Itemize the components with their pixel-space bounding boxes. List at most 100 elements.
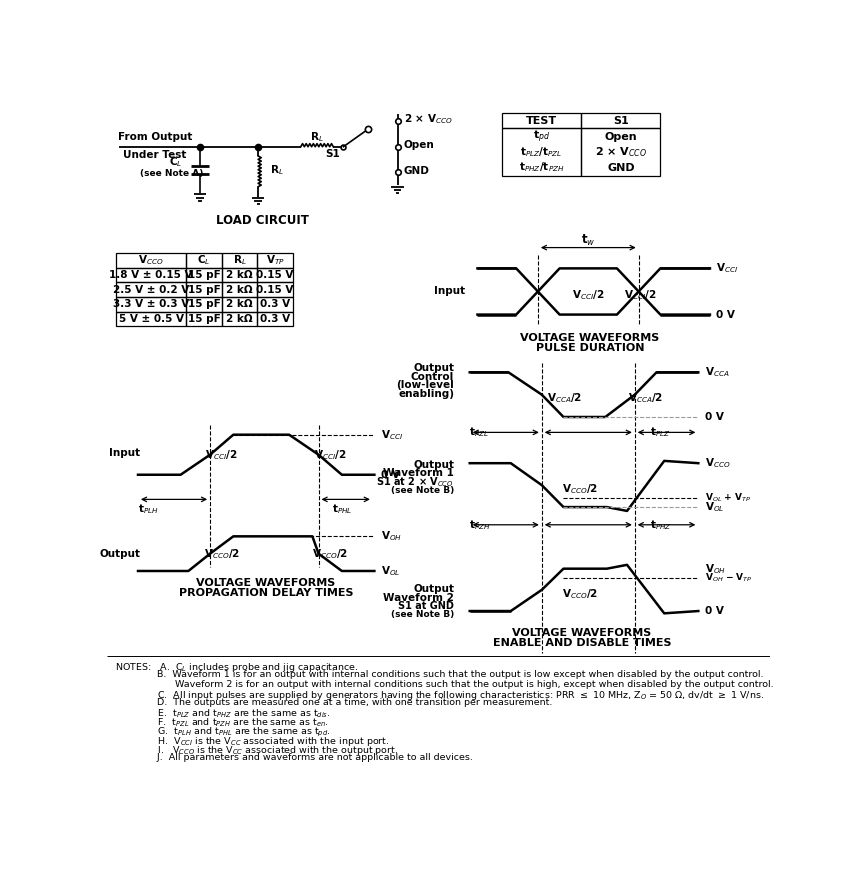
Bar bbox=[186, 311, 222, 326]
Text: F.  t$_{PZL}$ and t$_{PZH}$ are the same as t$_{en}$.: F. t$_{PZL}$ and t$_{PZH}$ are the same … bbox=[115, 717, 329, 729]
Text: R$_L$: R$_L$ bbox=[233, 253, 247, 268]
Text: V$_{CCI}$/2: V$_{CCI}$/2 bbox=[314, 448, 347, 461]
Text: t$_{PZL}$: t$_{PZL}$ bbox=[469, 426, 489, 439]
Text: LOAD CIRCUIT: LOAD CIRCUIT bbox=[216, 214, 308, 228]
Text: (see Note B): (see Note B) bbox=[391, 611, 455, 620]
Bar bbox=[186, 253, 222, 268]
Bar bbox=[116, 253, 186, 268]
Bar bbox=[502, 128, 581, 176]
Text: 0.15 V: 0.15 V bbox=[257, 270, 294, 280]
Text: 2 × V$_{CCO}$: 2 × V$_{CCO}$ bbox=[404, 112, 453, 126]
Text: V$_{CCI}$/2: V$_{CCI}$/2 bbox=[205, 448, 238, 461]
Text: V$_{CCA}$: V$_{CCA}$ bbox=[704, 365, 729, 380]
Text: 15 pF: 15 pF bbox=[187, 314, 220, 324]
Text: V$_{OH}$: V$_{OH}$ bbox=[381, 530, 401, 543]
Text: t$_{PLZ}$/t$_{PZL}$: t$_{PLZ}$/t$_{PZL}$ bbox=[520, 145, 563, 159]
Bar bbox=[502, 113, 581, 128]
Text: 2.5 V ± 0.2 V: 2.5 V ± 0.2 V bbox=[113, 284, 189, 294]
Text: 15 pF: 15 pF bbox=[187, 270, 220, 280]
Text: t$_{PLZ}$: t$_{PLZ}$ bbox=[651, 426, 671, 439]
Text: t$_{PHL}$: t$_{PHL}$ bbox=[332, 501, 353, 516]
Text: V$_{OH}$: V$_{OH}$ bbox=[704, 562, 726, 575]
Text: C$_L$: C$_L$ bbox=[197, 253, 211, 268]
Text: t$_{PLH}$: t$_{PLH}$ bbox=[138, 501, 158, 516]
Text: 0 V: 0 V bbox=[381, 469, 400, 480]
Text: V$_{CCO}$: V$_{CCO}$ bbox=[139, 253, 164, 268]
Bar bbox=[222, 282, 258, 297]
Text: B.  Waveform 1 is for an output with internal conditions such that the output is: B. Waveform 1 is for an output with inte… bbox=[115, 670, 764, 679]
Bar bbox=[116, 311, 186, 326]
Bar bbox=[222, 253, 258, 268]
Text: V$_{CCO}$/2: V$_{CCO}$/2 bbox=[204, 547, 240, 561]
Bar bbox=[258, 311, 293, 326]
Text: V$_{CCI}$: V$_{CCI}$ bbox=[716, 261, 739, 276]
Bar bbox=[116, 297, 186, 311]
Text: V$_{OL}$ + V$_{TP}$: V$_{OL}$ + V$_{TP}$ bbox=[704, 492, 751, 504]
Text: E.  t$_{PLZ}$ and t$_{PHZ}$ are the same as t$_{dis}$.: E. t$_{PLZ}$ and t$_{PHZ}$ are the same … bbox=[115, 708, 330, 720]
Text: V$_{CCI}$/2: V$_{CCI}$/2 bbox=[624, 288, 657, 302]
Text: (see Note A): (see Note A) bbox=[140, 169, 203, 178]
Text: 2 × V$_{CCO}$: 2 × V$_{CCO}$ bbox=[595, 145, 647, 159]
Bar bbox=[186, 268, 222, 282]
Text: VOLTAGE WAVEFORMS: VOLTAGE WAVEFORMS bbox=[520, 332, 659, 342]
Text: V$_{OL}$: V$_{OL}$ bbox=[704, 501, 724, 514]
Text: Input: Input bbox=[110, 448, 140, 458]
Text: 0.3 V: 0.3 V bbox=[260, 300, 290, 309]
Text: 2 kΩ: 2 kΩ bbox=[226, 300, 253, 309]
Text: V$_{CCO}$/2: V$_{CCO}$/2 bbox=[312, 547, 348, 561]
Text: V$_{CCI}$: V$_{CCI}$ bbox=[381, 428, 403, 442]
Text: S1: S1 bbox=[325, 149, 341, 159]
Text: S1 at GND: S1 at GND bbox=[398, 602, 455, 612]
Text: Output: Output bbox=[413, 584, 455, 595]
Bar bbox=[222, 297, 258, 311]
Text: PULSE DURATION: PULSE DURATION bbox=[536, 342, 644, 353]
Text: 2 kΩ: 2 kΩ bbox=[226, 270, 253, 280]
Text: VOLTAGE WAVEFORMS: VOLTAGE WAVEFORMS bbox=[196, 578, 336, 588]
Bar bbox=[581, 113, 660, 128]
Text: 0.3 V: 0.3 V bbox=[260, 314, 290, 324]
Bar bbox=[186, 282, 222, 297]
Text: PROPAGATION DELAY TIMES: PROPAGATION DELAY TIMES bbox=[179, 588, 354, 597]
Bar bbox=[186, 297, 222, 311]
Text: (low-level: (low-level bbox=[396, 380, 455, 390]
Text: D.  The outputs are measured one at a time, with one transition per measurement.: D. The outputs are measured one at a tim… bbox=[115, 698, 552, 707]
Bar bbox=[258, 253, 293, 268]
Text: t$_{pd}$: t$_{pd}$ bbox=[533, 129, 550, 145]
Text: t$_{PZH}$: t$_{PZH}$ bbox=[469, 518, 490, 532]
Text: Output: Output bbox=[99, 549, 140, 558]
Text: S1 at 2 × V$_{CCO}$: S1 at 2 × V$_{CCO}$ bbox=[377, 475, 455, 489]
Text: Open: Open bbox=[604, 132, 637, 141]
Text: C.  All input pulses are supplied by generators having the following characteris: C. All input pulses are supplied by gene… bbox=[115, 689, 764, 701]
Text: 0.15 V: 0.15 V bbox=[257, 284, 294, 294]
Text: V$_{OL}$: V$_{OL}$ bbox=[381, 565, 400, 578]
Text: Under Test: Under Test bbox=[123, 150, 187, 160]
Text: t$_{PHZ}$/t$_{PZH}$: t$_{PHZ}$/t$_{PZH}$ bbox=[519, 161, 565, 174]
Text: NOTES:   A.  C$_L$ includes probe and jig capacitance.: NOTES: A. C$_L$ includes probe and jig c… bbox=[115, 661, 359, 674]
Text: 5 V ± 0.5 V: 5 V ± 0.5 V bbox=[119, 314, 184, 324]
Bar bbox=[222, 311, 258, 326]
Text: 0 V: 0 V bbox=[704, 606, 723, 616]
Text: 3.3 V ± 0.3 V: 3.3 V ± 0.3 V bbox=[113, 300, 189, 309]
Bar bbox=[116, 282, 186, 297]
Text: 0 V: 0 V bbox=[704, 412, 723, 422]
Text: 2 kΩ: 2 kΩ bbox=[226, 314, 253, 324]
Text: R$_L$: R$_L$ bbox=[310, 131, 324, 144]
Text: VOLTAGE WAVEFORMS: VOLTAGE WAVEFORMS bbox=[513, 628, 651, 637]
Text: Waveform 2 is for an output with internal conditions such that the output is hig: Waveform 2 is for an output with interna… bbox=[115, 679, 773, 689]
Bar bbox=[258, 282, 293, 297]
Text: V$_{CCA}$/2: V$_{CCA}$/2 bbox=[628, 392, 663, 405]
Text: R$_L$: R$_L$ bbox=[270, 163, 283, 177]
Bar bbox=[258, 268, 293, 282]
Text: GND: GND bbox=[607, 163, 634, 172]
Text: (see Note B): (see Note B) bbox=[391, 485, 455, 494]
Text: Control: Control bbox=[411, 372, 455, 382]
Text: 1.8 V ± 0.15 V: 1.8 V ± 0.15 V bbox=[110, 270, 193, 280]
Bar bbox=[581, 128, 660, 176]
Text: Waveform 1: Waveform 1 bbox=[383, 469, 455, 478]
Text: Output: Output bbox=[413, 364, 455, 373]
Text: 15 pF: 15 pF bbox=[187, 284, 220, 294]
Text: enabling): enabling) bbox=[398, 388, 455, 399]
Bar bbox=[222, 268, 258, 282]
Text: V$_{OH}$ − V$_{TP}$: V$_{OH}$ − V$_{TP}$ bbox=[704, 572, 752, 584]
Text: 0 V: 0 V bbox=[716, 309, 735, 319]
